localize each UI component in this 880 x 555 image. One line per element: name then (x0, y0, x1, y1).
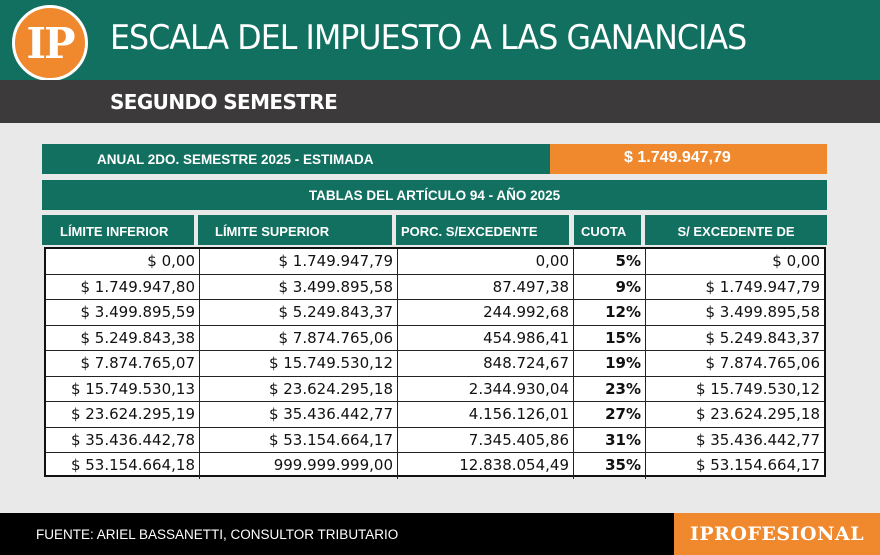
column-header-cuota: CUOTA (574, 215, 641, 245)
source-note: FUENTE: ARIEL BASSANETTI, CONSULTOR TRIB… (36, 527, 399, 542)
sobre-excedente-cell: $ 53.154.664,17 (695, 456, 820, 474)
tax-scale-table: $ 0,00 $ 1.749.947,79 0,00 5% $ 0,00 $ 1.749.… (44, 247, 826, 479)
header-bar: IP ESCALA DEL IMPUESTO A LAS GANANCIAS (0, 0, 880, 81)
table-row: $ 1.749.947,80 $ 3.499.895,58 87.497,38 9% $… (46, 274, 824, 300)
limite-inferior-cell: $ 1.749.947,80 (46, 274, 200, 300)
cuota-cell: 31% (574, 427, 646, 453)
cuota-cell: 27% (574, 402, 646, 428)
limite-superior-cell: $ 23.624.295,18 (200, 376, 398, 402)
table-row: $ 53.154.664,18 999.999.999,00 12.838.054,… (46, 453, 824, 479)
porc-excedente-cell: 848.724,67 (398, 351, 574, 377)
limite-superior-cell: $ 7.874.765,06 (200, 325, 398, 351)
porc-excedente-cell: 87.497,38 (398, 274, 574, 300)
column-header-limite-inferior: LÍMITE INFERIOR (42, 215, 194, 245)
porc-excedente-cell: 454.986,41 (398, 325, 574, 351)
column-header-sobre-excedente: S/ EXCEDENTE DE (645, 215, 827, 245)
limite-inferior-cell: $ 53.154.664,18 (46, 453, 200, 479)
cuota-cell: 35% (574, 453, 646, 479)
limite-inferior-cell: $ 7.874.765,07 (46, 351, 200, 377)
limite-superior-cell: 999.999.999,00 (200, 453, 398, 479)
table-row: $ 0,00 $ 1.749.947,79 0,00 5% $ 0,00 (46, 249, 824, 275)
limite-superior-cell: $ 53.154.664,17 (200, 427, 398, 453)
limite-superior-cell: $ 5.249.843,37 (200, 300, 398, 326)
limite-inferior-cell: $ 0,00 (46, 249, 200, 275)
sobre-excedente-cell: $ 7.874.765,06 (646, 351, 824, 377)
porc-excedente-cell: 0,00 (398, 249, 574, 275)
summary-label: ANUAL 2DO. SEMESTRE 2025 - ESTIMADA (42, 144, 550, 174)
sobre-excedente-cell: $ 3.499.895,58 (646, 300, 824, 326)
sobre-excedente-cell: $ 35.436.442,77 (646, 428, 824, 453)
table-row: $ 7.874.765,07 $ 15.749.530,12 848.724,67 1… (46, 351, 824, 377)
page-subtitle: SEGUNDO SEMESTRE (110, 90, 338, 114)
summary-value: $ 1.749.947,79 (550, 144, 827, 174)
iprofesional-logo: IP (12, 5, 88, 81)
page-title: ESCALA DEL IMPUESTO A LAS GANANCIAS (110, 18, 747, 58)
limite-superior-cell: $ 35.436.442,77 (200, 402, 398, 428)
limite-inferior-cell: $ 5.249.843,38 (46, 325, 200, 351)
column-header-porc-excedente: PORC. S/EXCEDENTE (396, 215, 569, 245)
subtitle-bar: SEGUNDO SEMESTRE (0, 80, 880, 123)
porc-excedente-cell: 12.838.054,49 (398, 453, 574, 479)
table-row: $ 3.499.895,59 $ 5.249.843,37 244.992,68 12… (46, 300, 824, 326)
cuota-cell: 15% (574, 325, 646, 351)
table-row: $ 5.249.843,38 $ 7.874.765,06 454.986,41 15… (46, 325, 824, 351)
sobre-excedente-cell: $ 1.749.947,79 (646, 275, 824, 300)
porc-excedente-cell: 7.345.405,86 (398, 427, 574, 453)
limite-superior-cell: $ 3.499.895,58 (200, 274, 398, 300)
footer-bar: FUENTE: ARIEL BASSANETTI, CONSULTOR TRIB… (0, 513, 880, 555)
porc-excedente-cell: 244.992,68 (398, 300, 574, 326)
limite-inferior-cell: $ 23.624.295,19 (46, 402, 200, 428)
limite-superior-cell: $ 1.749.947,79 (200, 249, 398, 275)
annual-summary: ANUAL 2DO. SEMESTRE 2025 - ESTIMADA $ 1.… (42, 144, 827, 174)
cuota-cell: 5% (574, 249, 646, 275)
cuota-cell: 23% (574, 376, 646, 402)
limite-inferior-cell: $ 15.749.530,13 (46, 376, 200, 402)
table-row: $ 23.624.295,19 $ 35.436.442,77 4.156.126,… (46, 402, 824, 428)
sobre-excedente-cell: $ 5.249.843,37 (646, 326, 824, 351)
cuota-cell: 12% (574, 300, 646, 326)
cuota-cell: 9% (574, 274, 646, 300)
footer-brand: IPROFESIONAL (674, 513, 880, 555)
limite-inferior-cell: $ 3.499.895,59 (46, 300, 200, 326)
limite-superior-cell: $ 15.749.530,12 (200, 351, 398, 377)
column-header-limite-superior: LÍMITE SUPERIOR (198, 215, 392, 245)
sobre-excedente-cell: $ 0,00 (646, 249, 824, 275)
porc-excedente-cell: 4.156.126,01 (398, 402, 574, 428)
table-row: $ 35.436.442,78 $ 53.154.664,17 7.345.405,… (46, 427, 824, 453)
limite-inferior-cell: $ 35.436.442,78 (46, 427, 200, 453)
table-row: $ 15.749.530,13 $ 23.624.295,18 2.344.930,… (46, 376, 824, 402)
table-title: TABLAS DEL ARTÍCULO 94 - AÑO 2025 (42, 180, 827, 210)
sobre-excedente-cell: $ 23.624.295,18 (646, 402, 824, 428)
sobre-excedente-cell: $ 15.749.530,12 (646, 377, 824, 402)
porc-excedente-cell: 2.344.930,04 (398, 376, 574, 402)
cuota-cell: 19% (574, 351, 646, 377)
